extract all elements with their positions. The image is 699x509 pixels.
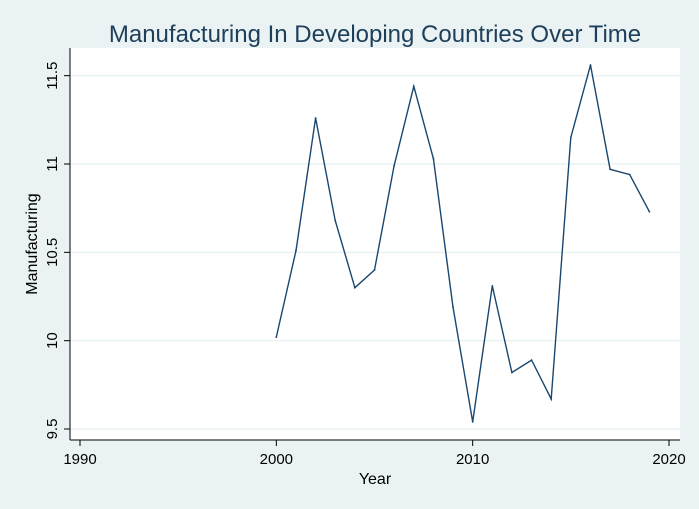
- x-tick-label: 1990: [63, 451, 96, 468]
- data-point: [471, 421, 474, 423]
- data-point: [432, 157, 435, 160]
- y-tick-label: 11: [44, 156, 61, 172]
- data-point: [353, 286, 356, 289]
- data-point: [295, 249, 297, 252]
- y-axis-ticks: 9.5 10 10.5 11 11.5: [44, 62, 70, 440]
- chart-title: Manufacturing In Developing Countries Ov…: [109, 21, 641, 48]
- data-point: [393, 164, 396, 167]
- data-point: [511, 371, 513, 374]
- data-point: [334, 219, 337, 222]
- data-point: [373, 269, 376, 271]
- plot-area: [70, 48, 680, 440]
- data-point: [275, 336, 278, 339]
- y-tick-label: 9.5: [44, 419, 61, 440]
- data-point: [452, 306, 454, 308]
- x-axis-ticks: 1990 2000 2010 2020: [63, 440, 686, 468]
- y-tick-label: 10: [44, 332, 61, 349]
- data-point: [314, 117, 317, 119]
- x-tick-label: 2000: [260, 451, 293, 468]
- data-point: [628, 173, 631, 176]
- grid-lines: [70, 74, 680, 430]
- data-point: [589, 64, 592, 66]
- series-line: [275, 64, 651, 423]
- data-point: [550, 398, 553, 400]
- data-point: [491, 285, 494, 287]
- data-point: [569, 136, 572, 139]
- data-point: [609, 168, 611, 171]
- x-tick-label: 2020: [652, 451, 685, 468]
- data-point: [530, 359, 533, 361]
- y-axis-label: Manufacturing: [24, 193, 41, 294]
- data-point: [412, 85, 415, 88]
- data-point: [648, 210, 651, 213]
- y-tick-label: 10.5: [44, 238, 61, 267]
- y-tick-label: 11.5: [44, 62, 61, 90]
- x-axis-label: Year: [359, 471, 392, 488]
- series-layer: [275, 64, 651, 423]
- x-tick-label: 2010: [456, 451, 489, 468]
